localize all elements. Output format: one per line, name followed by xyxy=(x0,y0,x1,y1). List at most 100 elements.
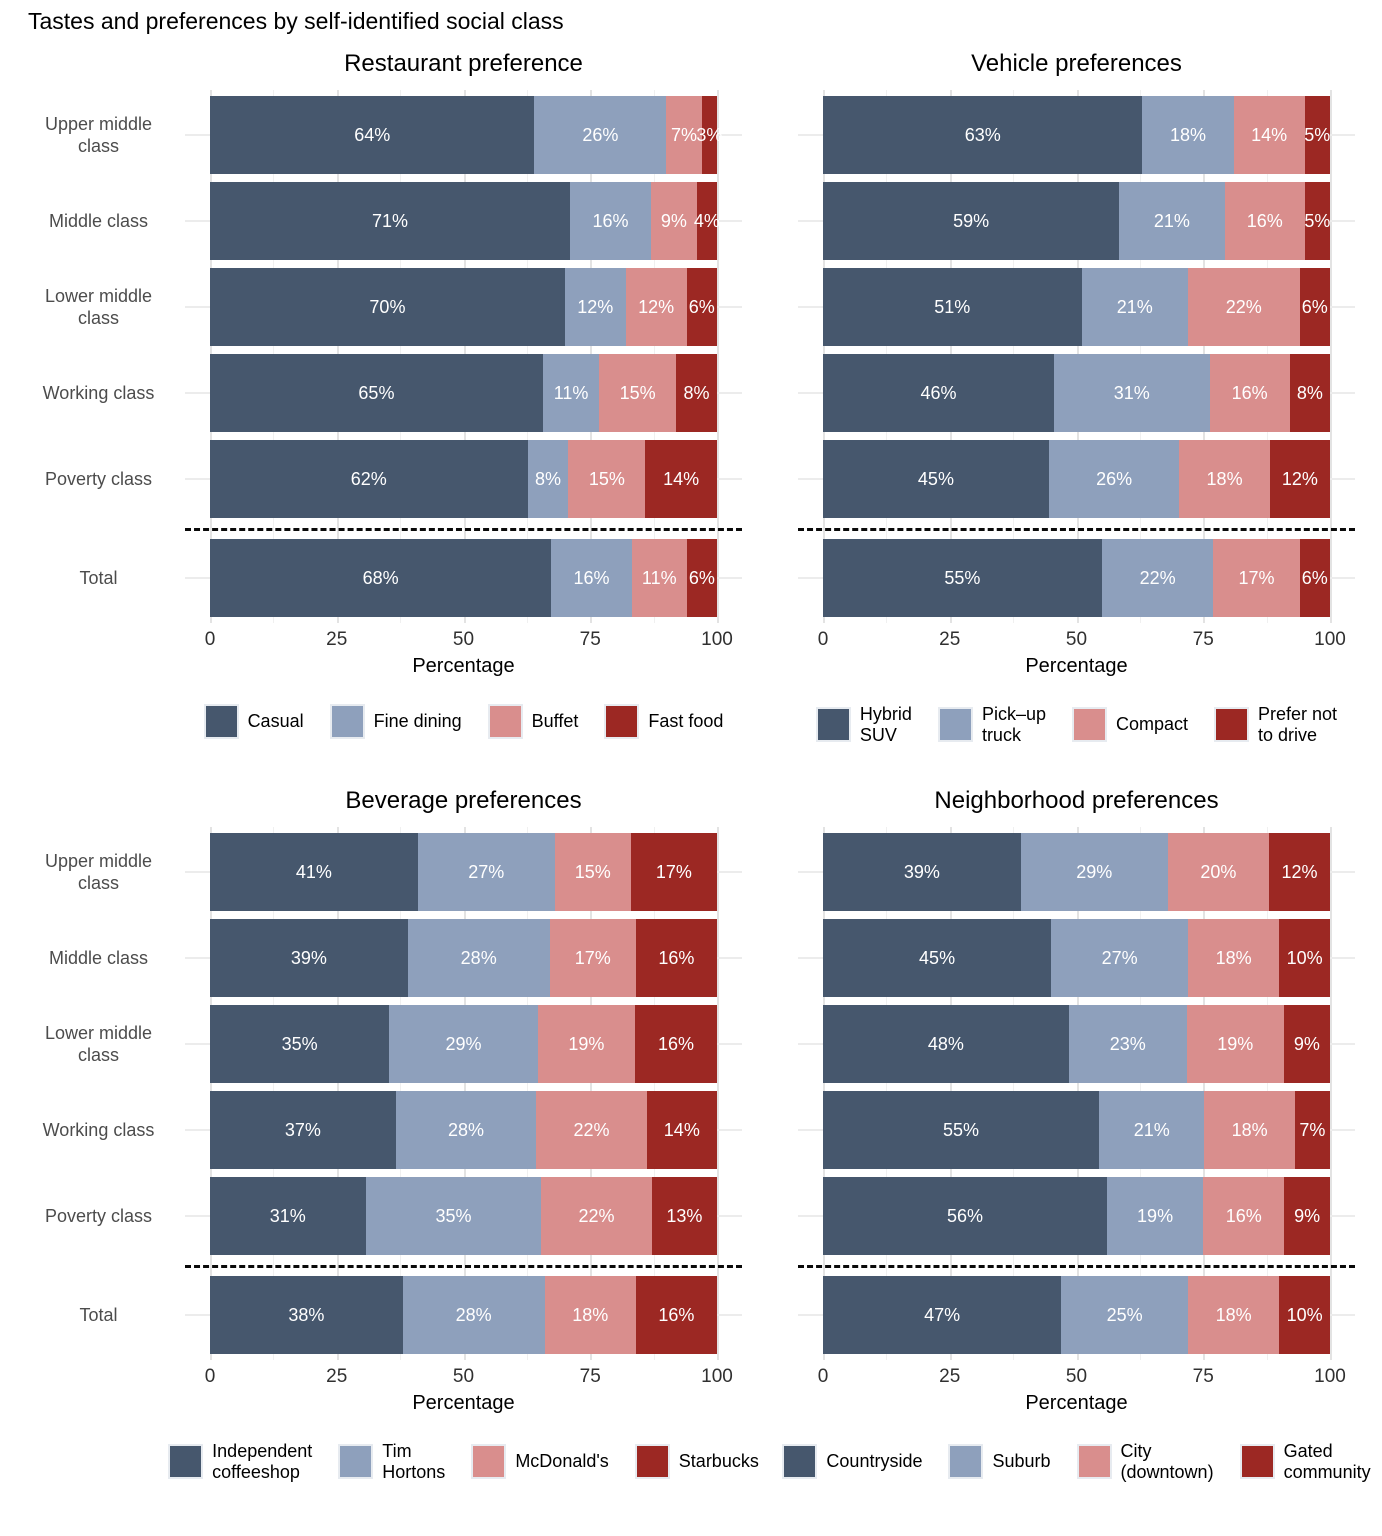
category-label: Total xyxy=(79,1304,118,1325)
bar-row: Lower middle class 70% 12% 12% 6% xyxy=(30,268,742,346)
legend: Casual Fine dining Buffet Fast food xyxy=(185,704,742,739)
bar-value-label: 28% xyxy=(460,947,497,968)
bar-value-label: 21% xyxy=(1116,296,1153,317)
category-label: Poverty class xyxy=(44,468,153,489)
plot-area: Upper middle class 64% 26% 7% 3% Middle class… xyxy=(30,90,742,623)
bar-row: 39% 29% 20% 12% xyxy=(798,833,1355,911)
legend-key-swatch xyxy=(471,1444,507,1480)
x-axis-title: Percentage xyxy=(1025,655,1128,677)
stacked-bar: 31% 35% 22% 13% xyxy=(210,1177,717,1255)
legend-label: Countryside xyxy=(826,1451,923,1472)
x-axis: 0 25 50 75 100 xyxy=(185,1364,742,1390)
category-label: Middle class xyxy=(48,947,149,968)
x-tick-label: 0 xyxy=(204,629,216,650)
legend: Countryside Suburb City (downtown) Gated co… xyxy=(782,1441,1371,1482)
bar-track: 55% 22% 17% 6% xyxy=(798,539,1355,617)
bar-segment: 20% xyxy=(1167,833,1270,911)
stacked-bar: 47% 25% 18% 10% xyxy=(823,1276,1330,1354)
bar-row: 55% 21% 18% 7% xyxy=(798,1091,1355,1169)
bar-value-label: 6% xyxy=(1301,567,1328,588)
bar-segment: 48% xyxy=(823,1005,1069,1083)
x-tick-label: 50 xyxy=(1065,629,1088,650)
bar-value-label: 21% xyxy=(1153,210,1190,231)
bar-value-label: 18% xyxy=(1206,468,1243,489)
bar-segment: 39% xyxy=(210,919,408,997)
bar-segment: 38% xyxy=(210,1276,403,1354)
x-axis-title: Percentage xyxy=(412,1392,515,1414)
bar-segment: 62% xyxy=(210,440,528,518)
x-axis: 0 25 50 75 100 xyxy=(185,627,742,653)
bar-track: 51% 21% 22% 6% xyxy=(798,268,1355,346)
bar-value-label: 16% xyxy=(1231,382,1268,403)
bar-value-label: 41% xyxy=(295,861,332,882)
bar-track: 46% 31% 16% 8% xyxy=(798,354,1355,432)
bar-value-label: 39% xyxy=(290,947,327,968)
x-tick-label: 0 xyxy=(204,1366,216,1387)
bar-value-label: 26% xyxy=(582,124,619,145)
bar-segment: 6% xyxy=(1299,268,1330,346)
legend-key-swatch xyxy=(338,1444,374,1480)
bar-segment: 18% xyxy=(1188,919,1280,997)
bar-segment: 12% xyxy=(1269,440,1330,518)
stacked-bar: 35% 29% 19% 16% xyxy=(210,1005,717,1083)
bar-segment: 28% xyxy=(402,1276,545,1354)
bar-segment: 16% xyxy=(1209,354,1290,432)
bar-segment: 5% xyxy=(1304,182,1330,260)
bar-segment: 70% xyxy=(210,268,565,346)
bar-segment: 9% xyxy=(651,182,697,260)
legend-label: Prefer not to drive xyxy=(1258,704,1338,745)
stacked-bar: 55% 22% 17% 6% xyxy=(823,539,1330,617)
bar-value-label: 16% xyxy=(658,947,695,968)
x-tick-label: 50 xyxy=(452,1366,475,1387)
bar-value-label: 15% xyxy=(588,468,625,489)
bar-value-label: 62% xyxy=(350,468,387,489)
bar-value-label: 28% xyxy=(455,1304,492,1325)
bar-segment: 16% xyxy=(635,1276,717,1354)
bar-track: 70% 12% 12% 6% xyxy=(185,268,742,346)
bar-value-label: 16% xyxy=(658,1304,695,1325)
x-axis-title: Percentage xyxy=(1025,1392,1128,1414)
bar-segment: 7% xyxy=(1294,1091,1330,1169)
bar-value-label: 14% xyxy=(1251,124,1288,145)
bar-segment: 16% xyxy=(569,182,652,260)
legend-label: City (downtown) xyxy=(1120,1441,1214,1482)
bar-value-label: 8% xyxy=(1296,382,1323,403)
legend: Hybrid SUV Pick–up truck Compact Prefer not… xyxy=(798,704,1355,745)
stacked-bar: 56% 19% 16% 9% xyxy=(823,1177,1330,1255)
bar-segment: 19% xyxy=(537,1005,636,1083)
bar-segment: 45% xyxy=(823,919,1052,997)
bar-value-label: 14% xyxy=(663,468,700,489)
total-separator xyxy=(185,528,742,531)
stacked-bar: 48% 23% 19% 9% xyxy=(823,1005,1330,1083)
bar-segment: 19% xyxy=(1106,1177,1204,1255)
bar-value-label: 39% xyxy=(903,861,940,882)
bar-segment: 9% xyxy=(1283,1005,1330,1083)
legend-key-swatch xyxy=(329,704,365,739)
bar-segment: 12% xyxy=(625,268,687,346)
panel-title: Vehicle preferences xyxy=(971,50,1182,77)
bar-segment: 16% xyxy=(635,919,717,997)
bar-segment: 35% xyxy=(365,1177,542,1255)
bar-value-label: 38% xyxy=(288,1304,325,1325)
stacked-bar: 38% 28% 18% 16% xyxy=(210,1276,717,1354)
bar-track: 68% 16% 11% 6% xyxy=(185,539,742,617)
bar-segment: 10% xyxy=(1279,1276,1330,1354)
bar-value-label: 56% xyxy=(946,1205,983,1226)
bar-row: Middle class 39% 28% 17% 16% xyxy=(30,919,742,997)
bar-segment: 22% xyxy=(541,1177,652,1255)
bar-value-label: 31% xyxy=(269,1205,306,1226)
bar-segment: 6% xyxy=(686,268,717,346)
bar-value-label: 15% xyxy=(574,861,611,882)
legend-item: Buffet xyxy=(487,704,578,739)
legend-label: Compact xyxy=(1115,714,1189,735)
stacked-bar: 71% 16% 9% 4% xyxy=(210,182,720,260)
bar-segment: 5% xyxy=(1304,96,1330,174)
bar-track: 55% 21% 18% 7% xyxy=(798,1091,1355,1169)
bar-segment: 23% xyxy=(1068,1005,1187,1083)
bar-segment: 29% xyxy=(1020,833,1168,911)
bar-track: 71% 16% 9% 4% xyxy=(185,182,742,260)
bar-segment: 28% xyxy=(395,1091,537,1169)
bar-row: 56% 19% 16% 9% xyxy=(798,1177,1355,1255)
bar-segment: 14% xyxy=(645,440,717,518)
x-tick-label: 100 xyxy=(1314,629,1346,650)
